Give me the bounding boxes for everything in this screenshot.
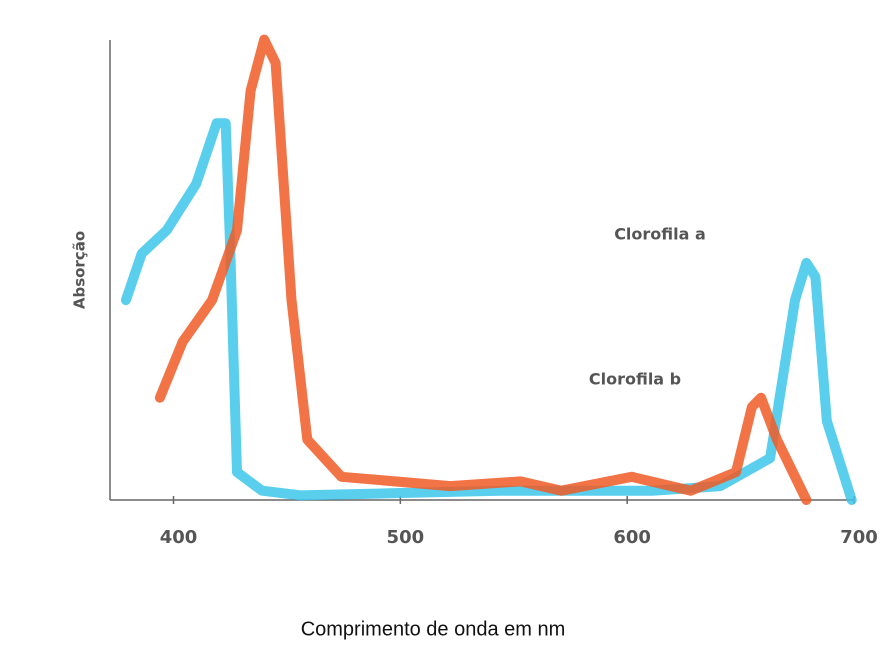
x-tick-label: 400 [160,527,198,548]
series-line [120,118,857,505]
series-line [154,34,812,505]
x-tick-label: 700 [840,527,878,548]
x-axis-label: Comprimento de onda em nm [301,618,566,640]
series-label: Clorofila b [589,370,681,389]
x-tick-label: 500 [387,527,425,548]
y-axis-label: Absorção [71,231,89,309]
x-tick-label: 600 [613,527,651,548]
series-label: Clorofila a [614,225,706,244]
